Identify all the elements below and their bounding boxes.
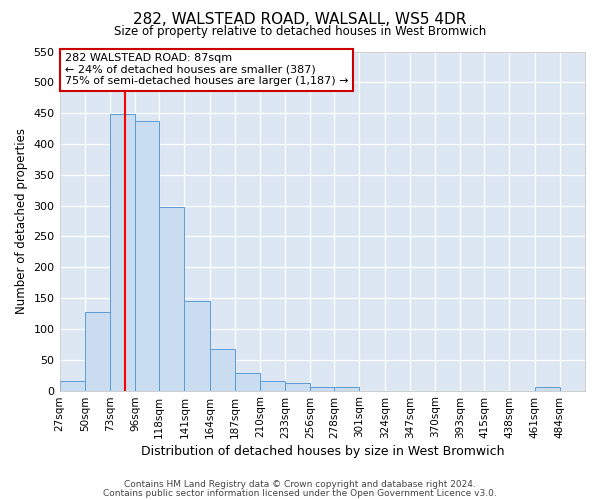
Text: 282 WALSTEAD ROAD: 87sqm
← 24% of detached houses are smaller (387)
75% of semi-: 282 WALSTEAD ROAD: 87sqm ← 24% of detach… [65,53,348,86]
Bar [535,387,560,390]
X-axis label: Distribution of detached houses by size in West Bromwich: Distribution of detached houses by size … [140,444,504,458]
Bar [260,382,285,390]
Text: Size of property relative to detached houses in West Bromwich: Size of property relative to detached ho… [114,25,486,38]
Bar [110,114,135,390]
Bar [184,301,209,390]
Y-axis label: Number of detached properties: Number of detached properties [15,128,28,314]
Text: Contains public sector information licensed under the Open Government Licence v3: Contains public sector information licen… [103,488,497,498]
Bar [85,312,110,390]
Bar [334,388,359,390]
Bar [235,374,260,390]
Bar [285,383,310,390]
Bar [209,348,235,391]
Bar [59,382,85,390]
Text: 282, WALSTEAD ROAD, WALSALL, WS5 4DR: 282, WALSTEAD ROAD, WALSALL, WS5 4DR [133,12,467,28]
Bar [310,387,334,390]
Bar [159,208,184,390]
Bar [135,121,159,390]
Text: Contains HM Land Registry data © Crown copyright and database right 2024.: Contains HM Land Registry data © Crown c… [124,480,476,489]
